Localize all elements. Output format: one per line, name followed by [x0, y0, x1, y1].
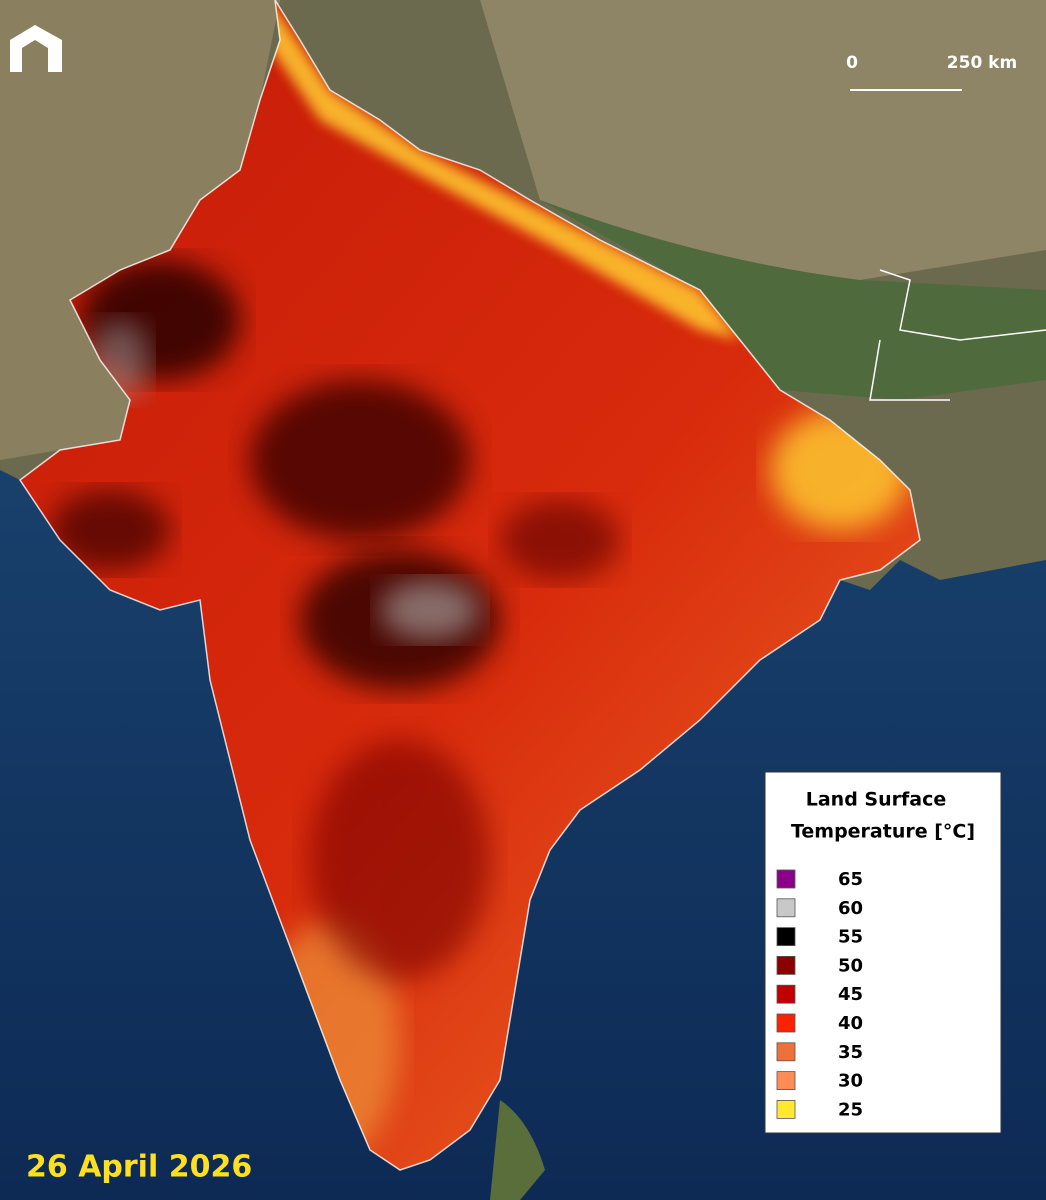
legend-value: 25 — [838, 1099, 863, 1120]
scale-end: 250 km — [947, 53, 1017, 73]
legend-title: Temperature [°C] — [791, 821, 975, 843]
legend-value: 50 — [838, 955, 863, 976]
legend-swatch — [776, 927, 796, 946]
borders — [869, 269, 1046, 401]
legend-swatch — [776, 1013, 796, 1033]
legend-swatch — [776, 984, 796, 1004]
legend-value: 45 — [838, 984, 863, 1005]
legend-swatch — [776, 1042, 796, 1062]
hot-patch — [380, 580, 480, 640]
legend-swatch — [776, 898, 796, 918]
heat-north — [265, 0, 740, 340]
legend-swatch — [776, 869, 796, 889]
hot-patch — [500, 500, 620, 580]
land-lowland — [540, 200, 1046, 400]
legend-box — [764, 771, 1002, 1134]
logo — [10, 25, 62, 72]
legend-title: Land Surface — [806, 789, 947, 811]
legend-value: 55 — [838, 927, 863, 948]
date: 26 April 2026 — [26, 1150, 252, 1185]
legend-value: 65 — [838, 869, 863, 890]
legend-value: 60 — [838, 898, 863, 919]
legend-swatch — [776, 1071, 796, 1090]
scale-start: 0 — [846, 53, 858, 73]
hot-patch — [50, 490, 170, 570]
plateau — [480, 0, 1046, 280]
legend-swatch — [776, 956, 796, 975]
legend-swatch — [776, 1100, 796, 1119]
land-west — [0, 0, 280, 460]
hot-patch — [250, 380, 470, 540]
legend-value: 35 — [838, 1042, 863, 1063]
island — [490, 1100, 545, 1200]
hot-patch — [310, 740, 490, 980]
legend-value: 40 — [838, 1013, 863, 1034]
legend: Land Surface Temperature [°C] 65 60 55 50 45… — [764, 771, 1002, 1134]
legend-value: 30 — [838, 1071, 863, 1092]
